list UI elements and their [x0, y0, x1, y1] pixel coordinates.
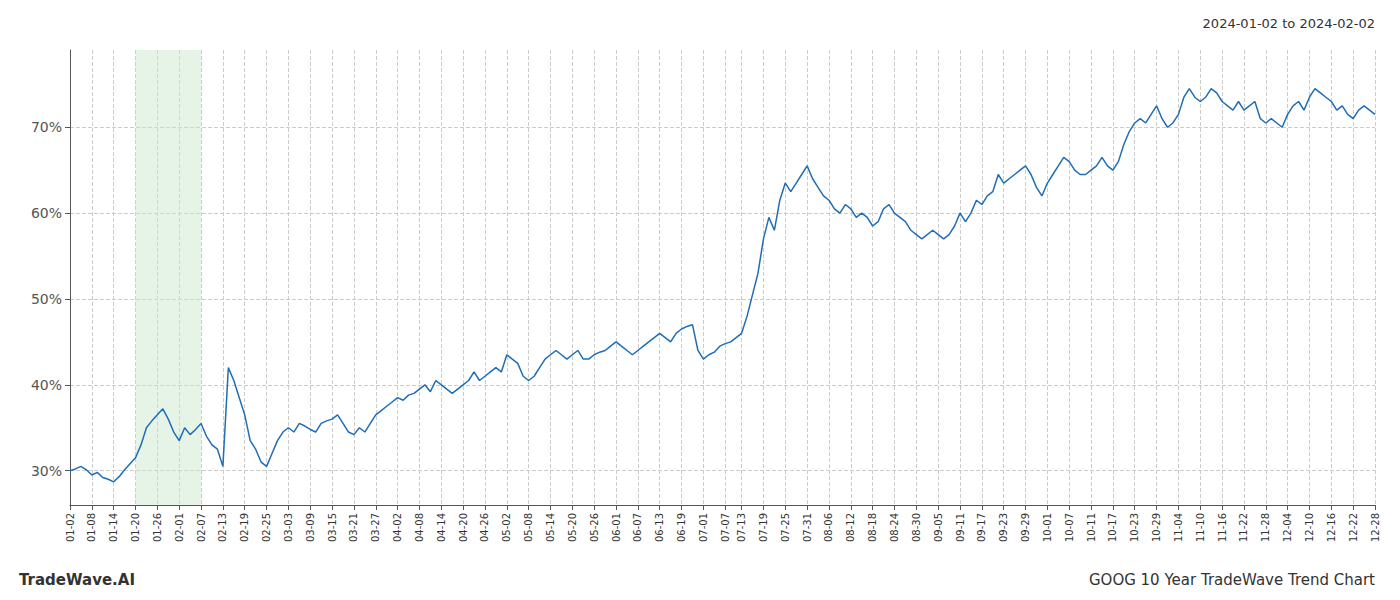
svg-text:06-13: 06-13 [654, 513, 665, 542]
svg-text:07-13: 07-13 [736, 513, 747, 542]
svg-text:01-20: 01-20 [130, 513, 141, 542]
svg-text:2024-01-02 to 2024-02-02: 2024-01-02 to 2024-02-02 [1203, 16, 1375, 31]
svg-text:10-07: 10-07 [1064, 513, 1075, 542]
svg-text:11-28: 11-28 [1260, 513, 1271, 542]
svg-text:12-28: 12-28 [1370, 513, 1381, 542]
svg-text:03-15: 03-15 [327, 513, 338, 542]
svg-text:07-19: 07-19 [758, 513, 769, 542]
svg-text:10-11: 10-11 [1086, 513, 1097, 542]
svg-text:02-07: 02-07 [196, 513, 207, 542]
svg-text:12-16: 12-16 [1326, 513, 1337, 542]
svg-text:05-14: 05-14 [545, 513, 556, 542]
svg-text:01-02: 01-02 [65, 513, 76, 542]
svg-text:02-19: 02-19 [239, 513, 250, 542]
svg-text:08-30: 08-30 [911, 513, 922, 542]
svg-text:12-10: 12-10 [1304, 513, 1315, 542]
svg-text:06-01: 06-01 [611, 513, 622, 542]
svg-text:02-13: 02-13 [217, 513, 228, 542]
svg-text:09-05: 09-05 [933, 513, 944, 542]
svg-text:12-22: 12-22 [1348, 513, 1359, 542]
svg-text:04-02: 04-02 [392, 513, 403, 542]
svg-text:11-04: 11-04 [1173, 513, 1184, 542]
svg-text:10-29: 10-29 [1151, 513, 1162, 542]
svg-text:08-24: 08-24 [889, 513, 900, 542]
svg-text:TradeWave.AI: TradeWave.AI [19, 571, 135, 589]
svg-text:07-01: 07-01 [698, 513, 709, 542]
svg-text:09-23: 09-23 [998, 513, 1009, 542]
svg-text:05-02: 05-02 [501, 513, 512, 542]
svg-text:10-01: 10-01 [1042, 513, 1053, 542]
svg-text:01-08: 01-08 [86, 513, 97, 542]
svg-text:11-22: 11-22 [1238, 513, 1249, 542]
svg-text:08-18: 08-18 [867, 513, 878, 542]
svg-text:04-20: 04-20 [458, 513, 469, 542]
svg-text:06-19: 06-19 [676, 513, 687, 542]
svg-text:09-29: 09-29 [1020, 513, 1031, 542]
svg-text:11-10: 11-10 [1195, 513, 1206, 542]
svg-text:01-14: 01-14 [108, 513, 119, 542]
svg-text:05-26: 05-26 [589, 513, 600, 542]
svg-text:08-12: 08-12 [845, 513, 856, 542]
svg-text:06-07: 06-07 [632, 513, 643, 542]
svg-text:10-17: 10-17 [1107, 513, 1118, 542]
svg-text:30%: 30% [31, 463, 62, 479]
svg-text:70%: 70% [31, 119, 62, 135]
svg-text:09-17: 09-17 [976, 513, 987, 542]
svg-text:08-06: 08-06 [823, 513, 834, 542]
svg-text:07-31: 07-31 [802, 513, 813, 542]
svg-text:02-25: 02-25 [261, 513, 272, 542]
svg-text:11-16: 11-16 [1217, 513, 1228, 542]
svg-text:07-07: 07-07 [720, 513, 731, 542]
svg-text:03-09: 03-09 [305, 513, 316, 542]
svg-text:01-26: 01-26 [152, 513, 163, 542]
svg-text:50%: 50% [31, 291, 62, 307]
svg-text:03-21: 03-21 [348, 513, 359, 542]
svg-text:60%: 60% [31, 205, 62, 221]
svg-text:12-04: 12-04 [1282, 513, 1293, 542]
svg-text:07-25: 07-25 [780, 513, 791, 542]
svg-text:09-11: 09-11 [955, 513, 966, 542]
svg-text:40%: 40% [31, 377, 62, 393]
svg-text:GOOG 10 Year TradeWave Trend C: GOOG 10 Year TradeWave Trend Chart [1089, 571, 1375, 589]
svg-text:04-08: 04-08 [414, 513, 425, 542]
svg-text:10-23: 10-23 [1129, 513, 1140, 542]
svg-text:04-26: 04-26 [479, 513, 490, 542]
svg-text:04-14: 04-14 [436, 513, 447, 542]
svg-text:05-20: 05-20 [567, 513, 578, 542]
svg-text:03-27: 03-27 [370, 513, 381, 542]
svg-text:02-01: 02-01 [174, 513, 185, 542]
svg-text:03-03: 03-03 [283, 513, 294, 542]
svg-text:05-08: 05-08 [523, 513, 534, 542]
